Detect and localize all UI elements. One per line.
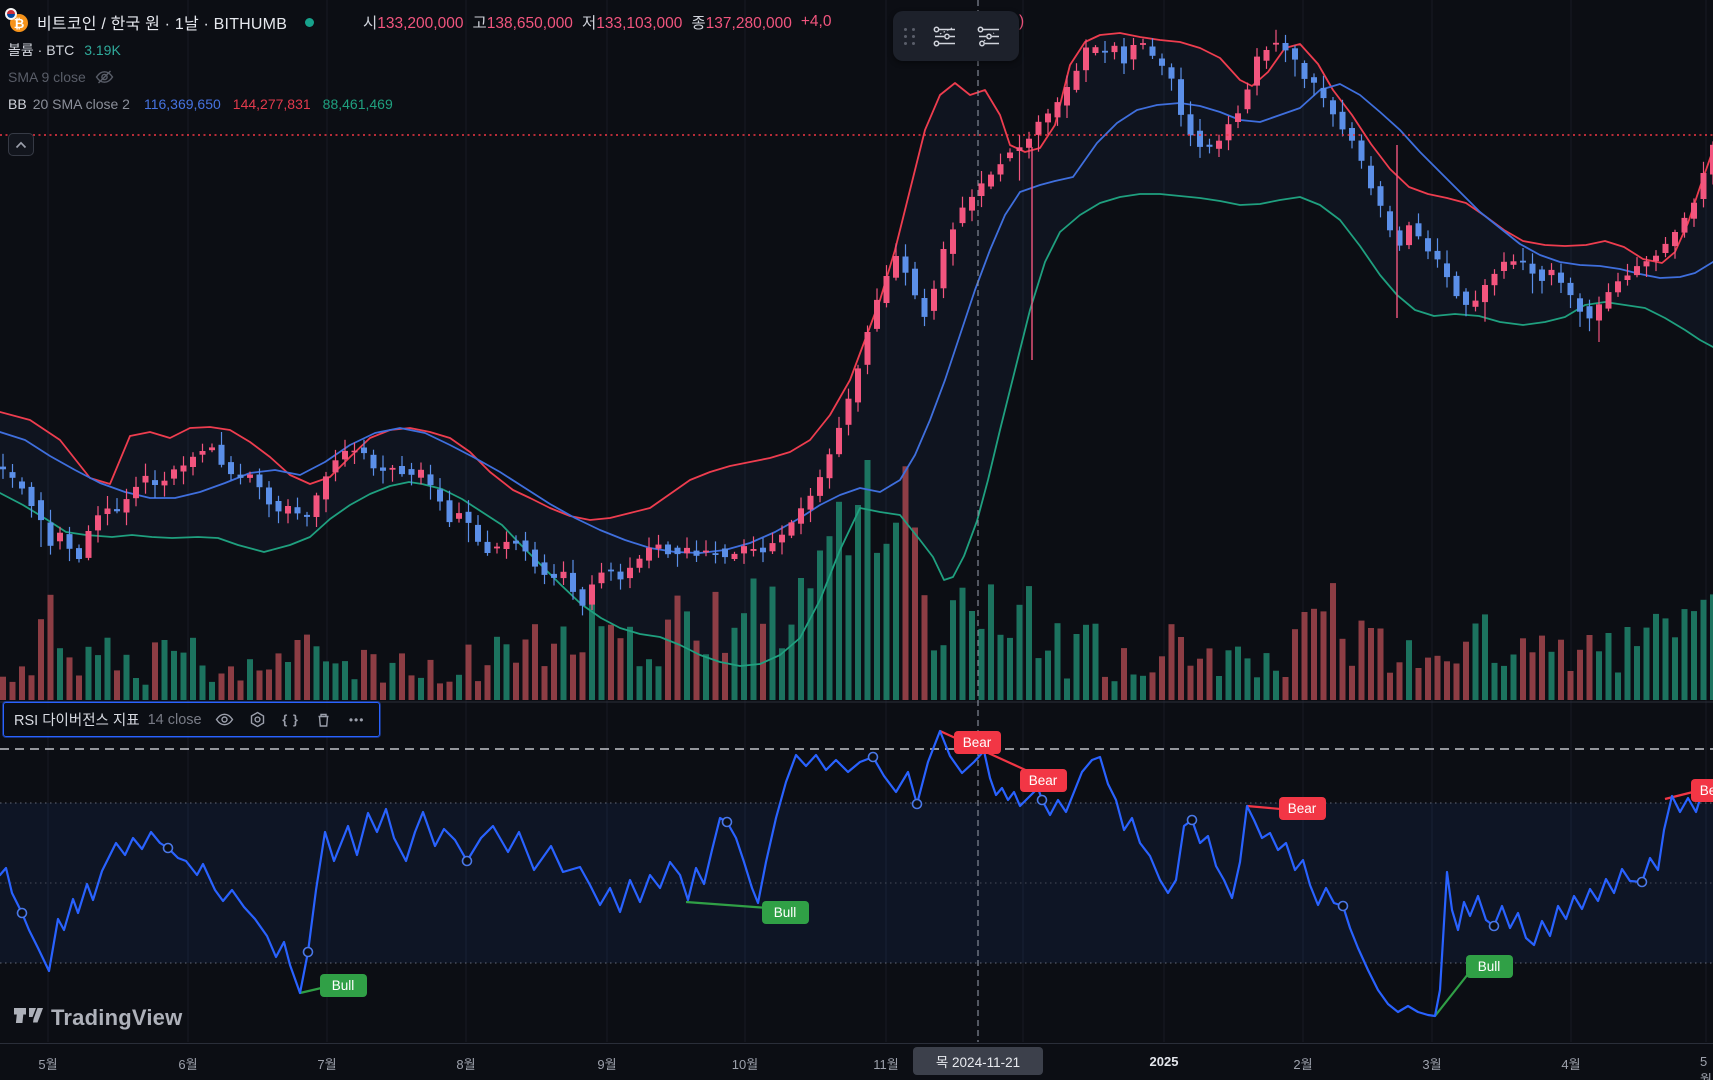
bear-divergence-label[interactable]: Bear: [953, 730, 1001, 754]
market-status-dot[interactable]: [305, 17, 315, 27]
symbol-title[interactable]: 비트코인 / 한국 원 · 1날 · BITHUMB: [37, 16, 288, 33]
bitcoin-icon: ₿: [5, 8, 30, 33]
time-axis-label: 2월: [1293, 1057, 1313, 1072]
time-axis-label: 4월: [1561, 1057, 1581, 1072]
indicator-template-button-1[interactable]: [923, 16, 967, 56]
bear-divergence-label[interactable]: Bear: [1690, 778, 1713, 802]
rsi-indicator-title: RSI 다이버전스 지표: [14, 713, 140, 729]
bull-divergence-label[interactable]: Bull: [319, 973, 367, 997]
volume-label: 볼륨 · BTC: [8, 41, 75, 58]
source-code-icon[interactable]: { }: [282, 712, 299, 727]
time-axis-label: 6월: [178, 1057, 198, 1072]
change-value: +4,0: [800, 13, 832, 30]
time-axis-label: 8월: [456, 1057, 476, 1072]
trash-icon[interactable]: [314, 710, 334, 730]
time-axis-label: 5월: [38, 1057, 58, 1072]
ohlc-item: 시133,200,000: [363, 15, 464, 32]
indicator-template-button-2[interactable]: [967, 16, 1011, 56]
chevron-up-icon: [15, 141, 27, 148]
pane-collapse-button[interactable]: [8, 133, 34, 156]
settings-icon[interactable]: [248, 710, 268, 730]
bear-divergence-label[interactable]: Bear: [1278, 796, 1326, 820]
time-axis[interactable]: 5월 6월 7월 8월 9월 10월 11월 2025 2월 3월 4월 5월 목 2024-11-2…: [0, 1043, 1713, 1080]
bb-lower-value: 88,461,469: [322, 95, 393, 112]
sma-legend-row[interactable]: SMA 9 close: [8, 63, 393, 90]
ohlc-item: 종137,280,000: [691, 15, 792, 32]
bull-divergence-label[interactable]: Bull: [1465, 954, 1513, 978]
time-axis-label: 7월: [317, 1057, 337, 1072]
ohlc-item: 저133,103,000: [581, 15, 683, 32]
time-axis-label: 9월: [597, 1057, 617, 1072]
bb-params: 20 SMA close 2: [32, 95, 130, 112]
bb-label: BB: [8, 95, 27, 112]
candles: [0, 29, 1713, 616]
bb-upper-value: 144,277,831: [232, 95, 311, 112]
time-axis-label: 3월: [1422, 1057, 1442, 1072]
korea-flag-icon: [5, 8, 17, 20]
eye-off-icon[interactable]: [95, 69, 114, 85]
drag-handle-icon[interactable]: [904, 27, 916, 45]
ohlc-item: 고138,650,000: [472, 15, 573, 32]
volume-bars: [0, 460, 1713, 700]
tradingview-watermark: TradingView: [13, 1005, 182, 1031]
time-axis-label: 11월: [873, 1057, 899, 1072]
time-axis-label: 10월: [731, 1057, 759, 1072]
volume-legend-row[interactable]: 볼륨 · BTC 3.19K: [8, 36, 393, 63]
bear-divergence-label[interactable]: Bear: [1019, 768, 1067, 792]
eye-icon[interactable]: [215, 710, 235, 730]
ohlc-readout: 시133,200,000 고138,650,000 저133,103,000 종137…: [363, 8, 831, 36]
bb-legend-row[interactable]: BB 20 SMA close 2 116,369,650 144,277,83…: [8, 90, 393, 117]
sliders-icon: [977, 26, 999, 47]
symbol-row[interactable]: ₿ 비트코인 / 한국 원 · 1날 · BITHUMB: [5, 8, 393, 36]
chart-legend: ₿ 비트코인 / 한국 원 · 1날 · BITHUMB 볼륨 · BTC 3.…: [5, 8, 393, 117]
volume-value: 3.19K: [84, 41, 121, 58]
bull-divergence-label[interactable]: Bull: [761, 900, 809, 924]
time-axis-label: 2025: [1149, 1054, 1179, 1069]
more-options-icon[interactable]: •••: [348, 712, 365, 727]
bb-basis-value: 116,369,650: [143, 95, 221, 112]
crosshair-date-tooltip: 목 2024-11-21: [913, 1047, 1043, 1075]
tradingview-logo-icon: [14, 1008, 43, 1023]
time-axis-label: 5월: [1700, 1054, 1712, 1080]
floating-toolbar[interactable]: [893, 11, 1019, 61]
rsi-indicator-params: 14 close: [147, 711, 202, 728]
change-tail-fragment: ): [1019, 13, 1025, 30]
sma-label: SMA 9 close: [8, 68, 86, 85]
rsi-indicator-header[interactable]: RSI 다이버전스 지표 14 close { } •••: [2, 701, 381, 738]
watermark-text: TradingView: [51, 1005, 183, 1030]
sliders-icon: [933, 26, 955, 47]
